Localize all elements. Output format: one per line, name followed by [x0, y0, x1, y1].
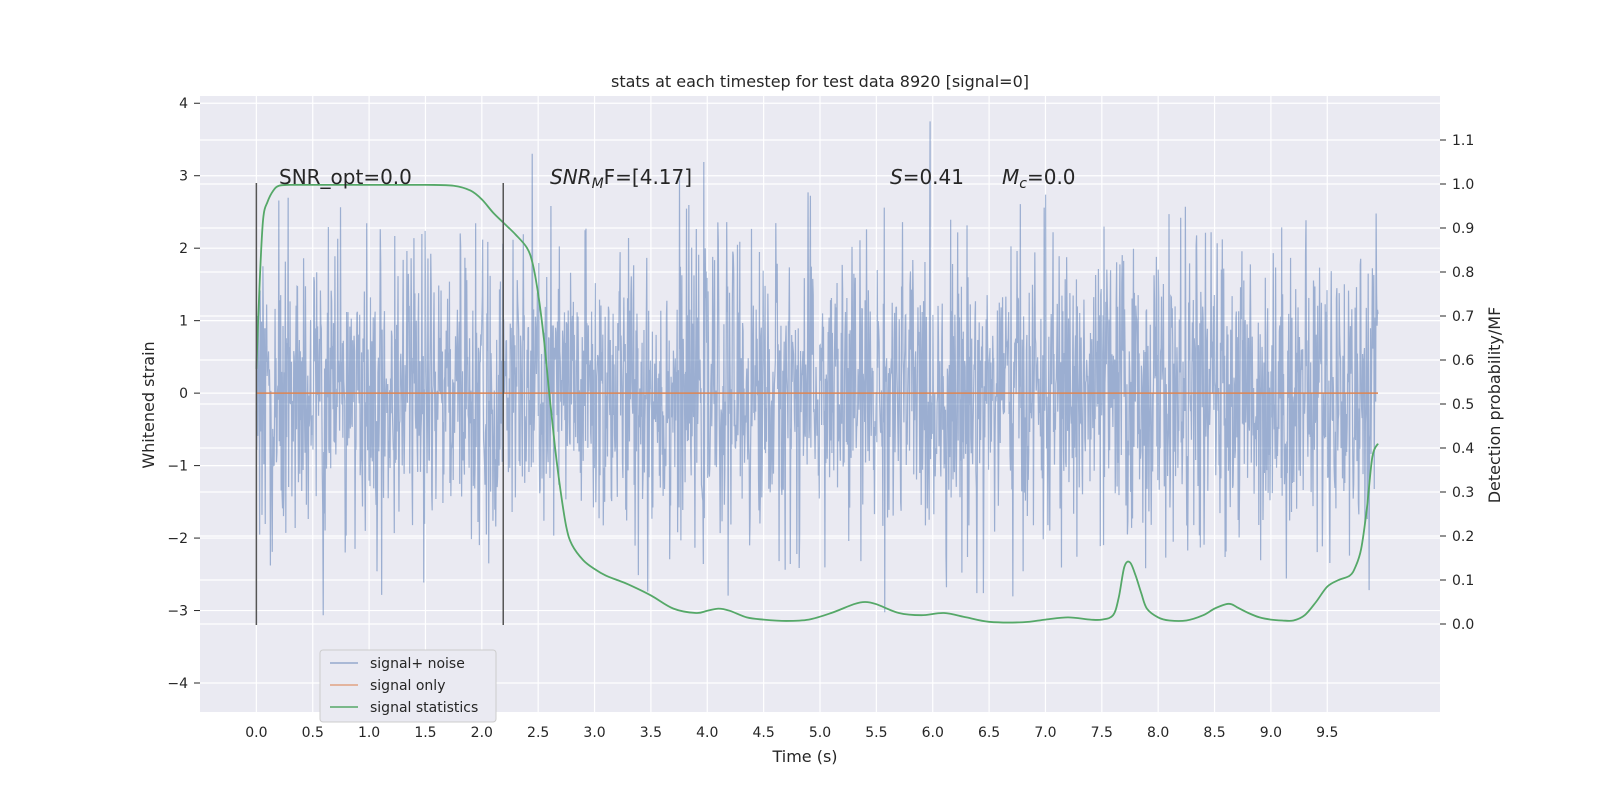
y-tick-label: 0	[179, 386, 188, 402]
y2-tick-label: 1.1	[1452, 133, 1474, 149]
x-tick-label: 7.5	[1091, 725, 1113, 741]
x-tick-label: 7.0	[1034, 725, 1056, 741]
y-tick-label: 3	[179, 169, 188, 185]
y-tick-label: −3	[167, 604, 188, 620]
y2-tick-label: 0.4	[1452, 441, 1474, 457]
x-tick-label: 1.5	[414, 725, 436, 741]
y2-tick-label: 0.3	[1452, 485, 1474, 501]
y2-tick-label: 0.8	[1452, 265, 1474, 281]
x-axis-label: Time (s)	[771, 747, 837, 766]
x-tick-label: 6.5	[978, 725, 1000, 741]
mc-symbol: M	[1002, 165, 1019, 189]
x-tick-label: 9.5	[1316, 725, 1338, 741]
y-tick-label: −2	[167, 531, 188, 547]
y2-tick-label: 0.5	[1452, 397, 1474, 413]
y-tick-labels: 4 3 2 1 0 −1 −2 −3 −4	[167, 96, 200, 692]
annotation-mc: Mc=0.0	[1002, 165, 1076, 192]
y2-tick-label: 0.9	[1452, 221, 1474, 237]
x-tick-labels: 0.0 0.5 1.0 1.5 2.0 2.5 3.0 3.5 4.0 4.5 5.0 5.5 6.0 6…	[245, 725, 1338, 741]
x-tick-label: 9.0	[1260, 725, 1282, 741]
y2-tick-label: 1.0	[1452, 177, 1474, 193]
legend-label-signal-only: signal only	[370, 678, 445, 694]
y-tick-label: 2	[179, 241, 188, 257]
mc-value: =0.0	[1027, 165, 1076, 189]
x-tick-label: 8.5	[1203, 725, 1225, 741]
series-signal-noise-line	[255, 121, 1379, 616]
snr-mf-sub: M	[592, 176, 604, 192]
y-tick-label: −1	[167, 459, 188, 475]
y2-tick-labels: 1.1 1.0 0.9 0.8 0.7 0.6 0.5 0.4 0.3 0.2 0.1 0.0	[1440, 133, 1474, 633]
mc-sub: c	[1019, 176, 1027, 192]
x-tick-label: 8.0	[1147, 725, 1169, 741]
x-tick-label: 5.0	[809, 725, 831, 741]
legend: signal+ noise signal only signal statist…	[319, 649, 497, 723]
series-layer	[255, 121, 1379, 624]
x-tick-label: 3.5	[640, 725, 662, 741]
legend-box	[319, 649, 497, 723]
s-symbol: S	[890, 165, 903, 189]
snr-mf-base: SNR	[550, 165, 592, 189]
y2-tick-label: 0.7	[1452, 309, 1474, 325]
annotation-snr-mf: SNRMF=[4.17]	[550, 165, 692, 192]
x-tick-label: 0.0	[245, 725, 267, 741]
x-tick-label: 6.0	[922, 725, 944, 741]
annotation-s: S=0.41	[890, 165, 964, 189]
y-tick-label: 4	[179, 96, 188, 112]
annotation-snr-opt: SNR_opt=0.0	[279, 165, 412, 189]
y2-tick-label: 0.2	[1452, 529, 1474, 545]
y-tick-label: −4	[167, 676, 188, 692]
x-tick-label: 2.5	[527, 725, 549, 741]
snr-mf-rest: F=[4.17]	[604, 165, 692, 189]
y2-tick-label: 0.1	[1452, 573, 1474, 589]
chart-title: stats at each timestep for test data 892…	[611, 72, 1029, 91]
series-signal-statistics-line	[255, 183, 1379, 624]
x-tick-label: 1.0	[358, 725, 380, 741]
y2-axis-label: Detection probability/MF	[1485, 307, 1504, 504]
legend-label-signal-statistics: signal statistics	[370, 700, 478, 716]
legend-label-signal-noise: signal+ noise	[370, 656, 465, 672]
s-value: =0.41	[903, 165, 964, 189]
x-tick-label: 5.5	[865, 725, 887, 741]
x-tick-label: 3.0	[583, 725, 605, 741]
y-axis-label: Whitened strain	[139, 341, 158, 468]
y2-tick-label: 0.6	[1452, 353, 1474, 369]
y-tick-label: 1	[179, 314, 188, 330]
x-tick-label: 0.5	[302, 725, 324, 741]
x-tick-label: 2.0	[471, 725, 493, 741]
vertical-markers	[255, 182, 504, 626]
x-tick-label: 4.5	[753, 725, 775, 741]
x-tick-label: 4.0	[696, 725, 718, 741]
y2-tick-label: 0.0	[1452, 617, 1474, 633]
